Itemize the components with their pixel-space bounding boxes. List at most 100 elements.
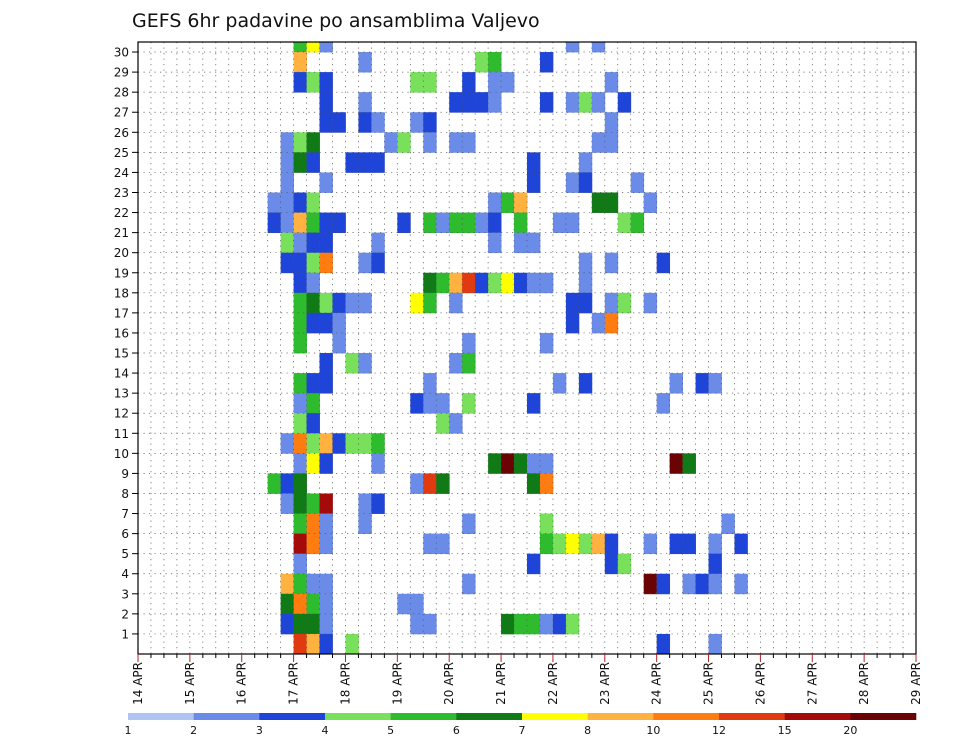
heatmap-cell xyxy=(539,613,554,635)
heatmap-cell xyxy=(604,112,619,133)
heatmap-cell xyxy=(345,152,359,173)
heatmap-cell xyxy=(488,92,502,113)
heatmap-cell xyxy=(293,473,307,494)
heatmap-cell xyxy=(293,252,307,274)
heatmap-cell xyxy=(293,272,307,294)
heatmap-cell xyxy=(423,473,437,494)
y-tick-label: 17 xyxy=(114,306,129,320)
colorbar-label: 15 xyxy=(778,724,792,737)
heatmap-cell xyxy=(643,292,658,314)
heatmap-cell xyxy=(371,493,385,514)
heatmap-cell xyxy=(319,453,333,474)
heatmap-cell xyxy=(293,593,307,615)
heatmap-cell xyxy=(306,393,320,414)
y-tick-label: 11 xyxy=(114,427,129,441)
heatmap-cell xyxy=(306,413,320,434)
chart-title: GEFS 6hr padavine po ansamblima Valjevo xyxy=(132,10,540,32)
heatmap-cell xyxy=(436,473,450,494)
heatmap-cell xyxy=(565,312,580,334)
heatmap-cell xyxy=(410,292,424,314)
heatmap-cell xyxy=(280,192,294,213)
heatmap-cell xyxy=(293,232,307,254)
heatmap-cell xyxy=(630,172,645,193)
heatmap-cell xyxy=(319,292,333,314)
heatmap-cell xyxy=(397,212,411,234)
colorbar-swatch xyxy=(850,713,917,720)
heatmap-cell xyxy=(708,533,722,555)
heatmap-cell xyxy=(293,413,307,434)
colorbar-swatch xyxy=(193,713,260,720)
colorbar-label: 20 xyxy=(843,724,857,737)
heatmap-cell xyxy=(527,172,541,193)
heatmap-cell xyxy=(293,613,307,635)
y-tick-label: 8 xyxy=(121,487,129,501)
colorbar-swatch xyxy=(719,713,785,720)
heatmap-cell xyxy=(423,212,437,234)
heatmap-cell xyxy=(423,272,437,294)
heatmap-cell xyxy=(293,393,307,414)
heatmap-cell xyxy=(591,192,606,213)
colorbar-label: 7 xyxy=(519,724,526,737)
y-tick-label: 6 xyxy=(121,527,129,541)
heatmap-cell xyxy=(552,613,567,635)
heatmap-cell xyxy=(514,212,528,234)
heatmap-cell xyxy=(552,212,567,234)
heatmap-cell xyxy=(293,573,307,595)
y-tick-label: 26 xyxy=(114,126,129,140)
heatmap-cell xyxy=(358,52,372,73)
heatmap-cell xyxy=(306,192,320,213)
heatmap-cell xyxy=(501,453,515,474)
heatmap-cell xyxy=(475,272,489,294)
heatmap-cell xyxy=(332,312,346,334)
heatmap-cell xyxy=(280,252,294,274)
heatmap-cell xyxy=(578,373,593,394)
heatmap-cell xyxy=(708,633,722,655)
colorbar-label: 5 xyxy=(387,724,394,737)
y-tick-label: 18 xyxy=(114,286,129,300)
heatmap-cell xyxy=(280,473,294,494)
colorbar-label: 8 xyxy=(584,724,591,737)
heatmap-cell xyxy=(449,292,463,314)
heatmap-cell xyxy=(371,453,385,474)
heatmap-cell xyxy=(527,272,541,294)
heatmap-cell xyxy=(293,312,307,334)
heatmap-cell xyxy=(345,433,359,454)
heatmap-cell xyxy=(319,212,333,234)
heatmap-cell xyxy=(319,353,333,374)
heatmap-cell xyxy=(488,212,502,234)
heatmap-cell xyxy=(527,613,541,635)
colorbar-label: 12 xyxy=(712,724,726,737)
heatmap-cell xyxy=(539,332,554,354)
heatmap-cell xyxy=(306,292,320,314)
heatmap-cell xyxy=(591,533,606,555)
heatmap-cell xyxy=(604,533,619,555)
heatmap-cell xyxy=(514,192,528,213)
x-tick-label: 24 APR xyxy=(650,662,664,705)
heatmap-cell xyxy=(436,212,450,234)
heatmap-cell xyxy=(410,112,424,133)
heatmap-cell xyxy=(565,172,580,193)
heatmap-cell xyxy=(332,112,346,133)
x-tick-label: 22 APR xyxy=(546,662,560,705)
heatmap-cell xyxy=(656,633,671,655)
y-tick-label: 16 xyxy=(114,326,129,340)
heatmap-cell xyxy=(488,192,502,213)
heatmap-cell xyxy=(306,72,320,93)
y-tick-label: 14 xyxy=(114,367,129,381)
heatmap-cell xyxy=(617,212,632,234)
x-tick-label: 15 APR xyxy=(183,662,197,705)
heatmap-cell xyxy=(449,353,463,374)
heatmap-cell xyxy=(501,192,515,213)
heatmap-cell xyxy=(501,613,515,635)
heatmap-cell xyxy=(708,373,722,394)
colorbar-swatch xyxy=(390,713,457,720)
x-axis: 14 APR 15 APR 16 APR 17 APR 18 APR 19 APR 20 A… xyxy=(131,654,923,705)
y-tick-label: 10 xyxy=(114,447,129,461)
y-tick-label: 22 xyxy=(114,206,129,220)
heatmap-cell xyxy=(293,553,307,575)
heatmap-cell xyxy=(306,573,320,595)
heatmap-cell xyxy=(604,292,619,314)
heatmap-cell xyxy=(656,252,671,274)
heatmap-cell xyxy=(280,493,294,514)
